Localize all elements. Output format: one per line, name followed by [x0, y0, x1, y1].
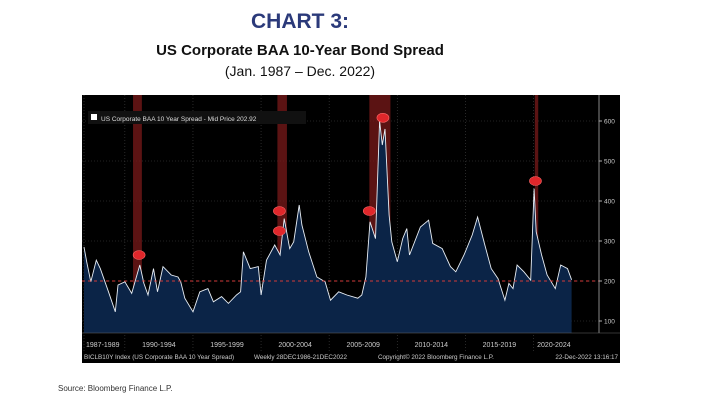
event-marker: [529, 176, 542, 186]
footer-frequency: Weekly 28DEC1986-21DEC2022: [254, 354, 347, 361]
event-marker: [376, 112, 390, 123]
period-label: 2005-2009: [346, 342, 380, 349]
event-marker: [273, 226, 286, 236]
footer-index: BICLB10Y Index (US Corporate BAA 10 Year…: [84, 354, 234, 361]
bloomberg-chart: 100 200 300 400 500 600 US Corporate BAA 10 Y…: [82, 95, 620, 363]
spread-area: [84, 121, 572, 333]
y-tick-label: 100: [604, 319, 615, 326]
legend-text: US Corporate BAA 10 Year Spread - Mid Pr…: [101, 116, 257, 123]
source-note: Source: Bloomberg Finance L.P.: [58, 384, 173, 393]
chart-period: (Jan. 1987 – Dec. 2022): [224, 63, 376, 79]
period-label: 2010-2014: [415, 342, 449, 349]
legend-swatch: [91, 114, 97, 120]
period-label: 2015-2019: [483, 342, 517, 349]
footer-copyright: Copyright© 2022 Bloomberg Finance L.P.: [378, 353, 494, 361]
period-label: 1987-1989: [86, 342, 120, 349]
y-tick-label: 300: [604, 239, 615, 246]
period-label: 2000-2004: [278, 342, 312, 349]
period-label: 2020-2024: [537, 342, 571, 349]
y-tick-label: 600: [604, 119, 615, 126]
footer-timestamp: 22-Dec-2022 13:16:17: [555, 354, 618, 361]
period-label: 1990-1994: [142, 342, 176, 349]
legend-box: [88, 111, 306, 124]
spread-line: [83, 120, 573, 313]
y-tick-label: 500: [604, 159, 615, 166]
chart-title: CHART 3:: [251, 10, 349, 33]
chart-subtitle: US Corporate BAA 10-Year Bond Spread: [156, 42, 444, 59]
recession-band: [133, 95, 142, 333]
y-tick-label: 200: [604, 279, 615, 286]
event-marker: [132, 250, 146, 260]
event-marker: [273, 206, 286, 216]
period-label: 1995-1999: [210, 342, 244, 349]
y-tick-label: 400: [604, 199, 615, 206]
event-marker: [362, 206, 376, 216]
recession-band: [534, 95, 539, 333]
chart-svg: 100 200 300 400 500 600 US Corporate BAA 10 Y…: [82, 95, 620, 361]
